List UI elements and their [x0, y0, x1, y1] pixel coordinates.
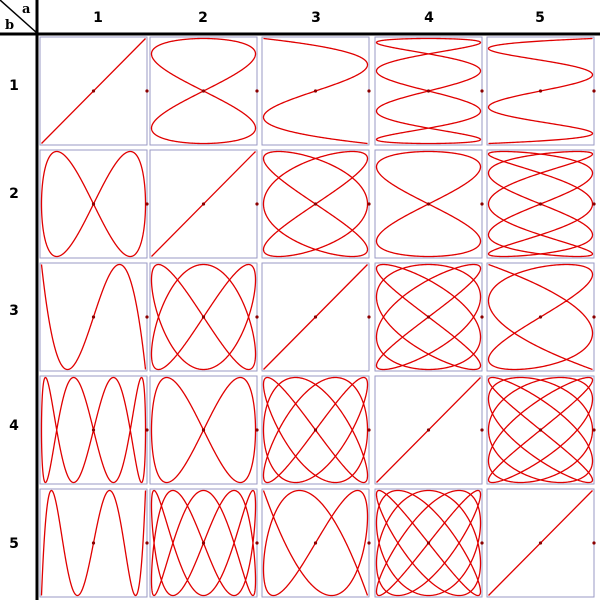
curve-cell-a5-b3 [486, 262, 596, 372]
curve-cell-a4-b3 [374, 262, 484, 372]
center-marker [313, 89, 318, 93]
edge-marker [480, 202, 484, 206]
edge-marker [592, 541, 596, 545]
curve-cell-a2-b5 [149, 488, 259, 598]
edge-marker [592, 428, 596, 432]
curve-cell-a2-b4 [149, 375, 259, 485]
center-marker [426, 541, 431, 545]
column-header-1: 1 [93, 10, 103, 26]
center-marker [201, 541, 206, 545]
center-marker [201, 315, 206, 319]
center-marker [538, 89, 543, 93]
center-marker [201, 202, 206, 206]
curve-cell-a1-b4 [39, 375, 149, 485]
center-marker [91, 202, 96, 206]
edge-marker [367, 428, 371, 432]
curve-cell-a1-b2 [39, 149, 149, 259]
edge-marker [367, 202, 371, 206]
edge-marker [255, 89, 259, 93]
edge-marker [255, 428, 259, 432]
edge-marker [255, 202, 259, 206]
edge-marker [480, 541, 484, 545]
curve-cell-a5-b5 [486, 488, 596, 598]
edge-marker [592, 89, 596, 93]
edge-marker [480, 428, 484, 432]
center-marker [91, 428, 96, 432]
row-header-3: 3 [9, 303, 19, 319]
curve-cell-a2-b1 [149, 36, 259, 146]
curve-cell-a1-b5 [39, 488, 149, 598]
edge-marker [145, 202, 149, 206]
center-marker [91, 541, 96, 545]
curve-cell-a5-b4 [486, 375, 596, 485]
column-header-5: 5 [535, 10, 545, 26]
curve-cell-a2-b2 [149, 149, 259, 259]
curve-cell-a3-b3 [261, 262, 371, 372]
edge-marker [145, 89, 149, 93]
center-marker [313, 315, 318, 319]
center-marker [426, 89, 431, 93]
edge-marker [255, 541, 259, 545]
center-marker [538, 315, 543, 319]
edge-marker [367, 89, 371, 93]
cell-frame [39, 262, 148, 372]
curve-cell-a3-b5 [261, 488, 371, 598]
row-header-2: 2 [9, 186, 19, 202]
center-marker [538, 541, 543, 545]
edge-marker [367, 315, 371, 319]
column-header-4: 4 [424, 10, 434, 26]
row-header-4: 4 [9, 418, 19, 434]
column-header-3: 3 [311, 10, 321, 26]
center-marker [538, 202, 543, 206]
center-marker [426, 428, 431, 432]
center-marker [313, 541, 318, 545]
column-headers: 1 2 3 4 5 [93, 10, 545, 26]
edge-marker [145, 428, 149, 432]
center-marker [426, 202, 431, 206]
center-marker [426, 315, 431, 319]
curve-cell-a1-b3 [39, 262, 149, 372]
center-marker [201, 428, 206, 432]
curve-cell-a2-b3 [149, 262, 259, 372]
curve-cell-a4-b5 [374, 488, 484, 598]
edge-marker [255, 315, 259, 319]
edge-marker [367, 541, 371, 545]
center-marker [313, 202, 318, 206]
curve-cell-a3-b1 [261, 36, 371, 146]
corner-b-label: b [5, 18, 14, 33]
edge-marker [480, 89, 484, 93]
edge-marker [145, 315, 149, 319]
center-marker [91, 89, 96, 93]
center-marker [313, 428, 318, 432]
curve-cell-a3-b2 [261, 149, 371, 259]
curve-cell-a3-b4 [261, 375, 371, 485]
curve-cell-a4-b4 [374, 375, 484, 485]
corner-a-label: a [22, 2, 31, 17]
corner-diagonal [0, 0, 38, 34]
curve-cell-a4-b1 [374, 36, 484, 146]
curve-cell-a5-b1 [486, 36, 596, 146]
center-marker [91, 315, 96, 319]
center-marker [538, 428, 543, 432]
edge-marker [592, 315, 596, 319]
curve-cell-a1-b1 [39, 36, 149, 146]
column-header-2: 2 [198, 10, 208, 26]
row-header-1: 1 [9, 78, 19, 94]
curve-cell-a5-b2 [486, 149, 596, 259]
curve-cell-a4-b2 [374, 149, 484, 259]
edge-marker [145, 541, 149, 545]
row-header-5: 5 [9, 536, 19, 552]
curve-cells [39, 36, 596, 598]
center-marker [201, 89, 206, 93]
edge-marker [480, 315, 484, 319]
edge-marker [592, 202, 596, 206]
row-headers: 1 2 3 4 5 [9, 78, 19, 552]
